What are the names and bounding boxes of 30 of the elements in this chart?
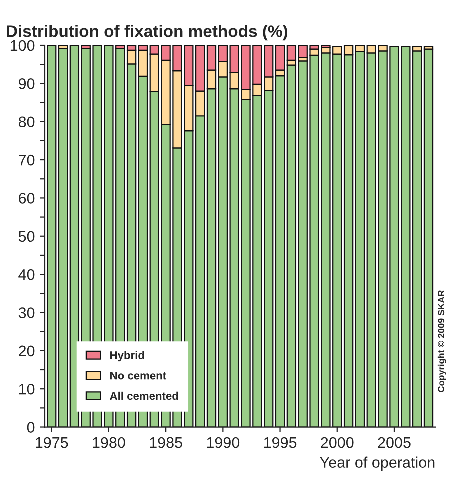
y-tick-label: 10 bbox=[19, 384, 35, 395]
text: Copyright © 2009 SKAR bbox=[438, 290, 446, 392]
x-tick-label: 1985 bbox=[150, 437, 182, 448]
legend-label: No cement bbox=[110, 372, 166, 380]
x-tick-label: 1990 bbox=[207, 437, 240, 448]
x-tick-label: 1975 bbox=[36, 437, 68, 448]
bar bbox=[47, 46, 57, 428]
x-tick-label: 1995 bbox=[264, 437, 297, 448]
y-tick-label: 40 bbox=[18, 269, 35, 280]
x-axis-title: Year of operation bbox=[320, 456, 435, 472]
x-tick-label: 2005 bbox=[378, 437, 411, 448]
legend-label: Hybrid bbox=[110, 351, 144, 362]
y-tick-label: 30 bbox=[18, 308, 35, 318]
bar bbox=[275, 75, 286, 428]
y-tick-label: 100 bbox=[10, 40, 35, 52]
bar bbox=[286, 64, 297, 428]
bar bbox=[70, 46, 80, 428]
y-tick-label: 90 bbox=[19, 78, 35, 90]
y-tick-label: 70 bbox=[19, 154, 35, 166]
x-tick-label: 2000 bbox=[321, 437, 354, 448]
y-tick-label: 60 bbox=[19, 193, 35, 204]
y-tick-label: 20 bbox=[19, 346, 35, 357]
bar bbox=[424, 48, 434, 428]
y-tick-label: 80 bbox=[18, 116, 35, 128]
y-tick-label: 0 bbox=[27, 422, 35, 433]
y-tick-label: 50 bbox=[18, 231, 35, 242]
bar bbox=[58, 48, 68, 428]
legend-label: All cemented bbox=[110, 392, 178, 400]
chart-title: Distribution of fixation methods (%) bbox=[7, 25, 288, 41]
x-tick-label: 1980 bbox=[93, 437, 126, 448]
